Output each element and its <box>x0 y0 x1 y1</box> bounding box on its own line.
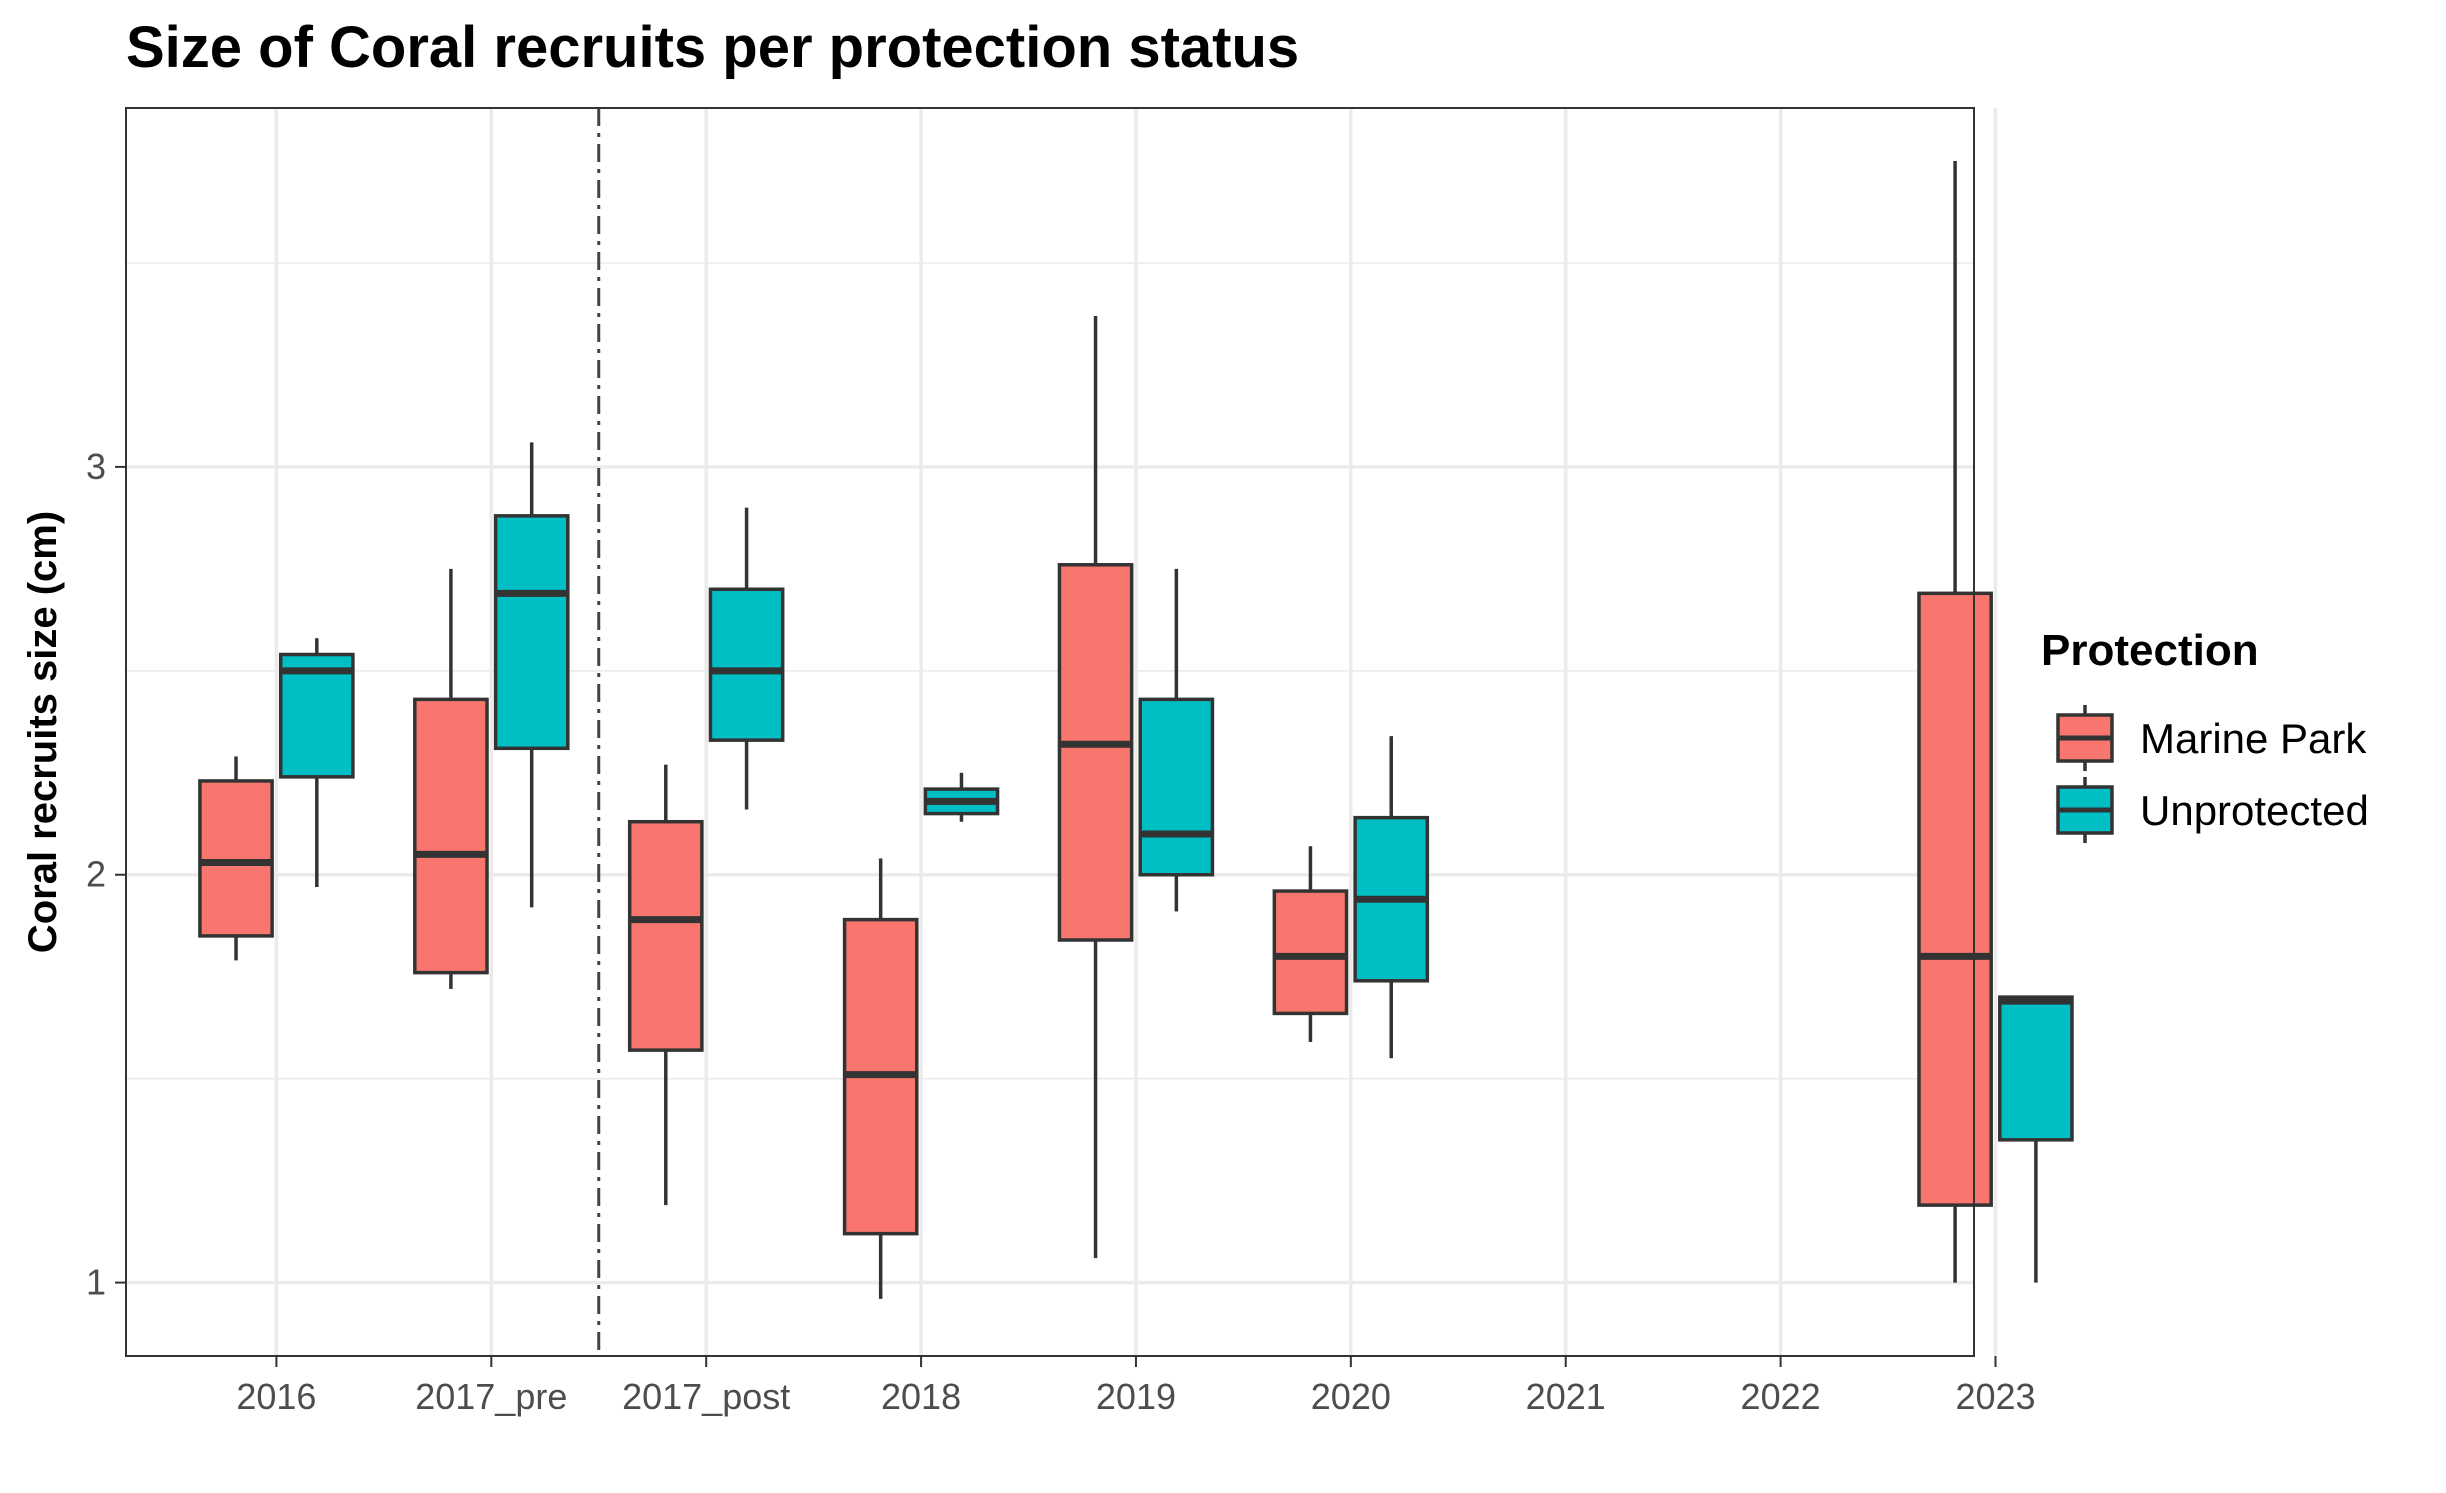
box-marine-park-2019 <box>1057 316 1134 1259</box>
box-body <box>278 652 355 779</box>
box-body <box>1057 563 1134 942</box>
box-unprotected-2017_post <box>708 507 785 810</box>
y-axis: 1 2 3 <box>86 446 126 1303</box>
box-marine-park-2020 <box>1272 846 1349 1042</box>
box-body <box>1998 995 2074 1142</box>
y-tick-label: 1 <box>86 1262 106 1303</box>
x-tick-label: 2017_post <box>622 1376 790 1417</box>
chart-title: Size of Coral recruits per protection st… <box>126 15 1300 80</box>
legend-key-marine-park <box>2056 705 2114 771</box>
legend-label-unprotected: Unprotected <box>2140 787 2369 834</box>
box-body <box>708 587 785 742</box>
x-tick-label: 2018 <box>881 1376 961 1417</box>
x-tick-label: 2021 <box>1526 1376 1606 1417</box>
y-tick-label: 2 <box>86 854 106 895</box>
legend: Protection Marine Park Unprotected <box>2041 626 2369 843</box>
x-tick-label: 2022 <box>1741 1376 1821 1417</box>
box-marine-park-2016 <box>198 756 274 961</box>
box-unprotected-2020 <box>1353 736 1430 1059</box>
box-unprotected-2018 <box>923 772 1000 822</box>
box-body <box>1917 591 1993 1207</box>
plot-panel <box>126 108 1974 1356</box>
legend-key-unprotected <box>2056 777 2114 843</box>
x-tick-label: 2023 <box>1955 1376 2035 1417</box>
box-body <box>413 697 489 975</box>
box-marine-park-2017_post <box>627 764 704 1206</box>
box-body <box>1272 889 1349 1016</box>
box-body <box>1138 697 1215 877</box>
box-unprotected-2023 <box>1998 995 2074 1283</box>
box-body <box>493 514 570 751</box>
box-unprotected-2017_pre <box>493 442 570 908</box>
box-marine-park-2023 <box>1917 161 1993 1283</box>
box-marine-park-2017_pre <box>413 568 489 989</box>
plot-panel-border <box>125 107 1975 1357</box>
y-tick-label: 3 <box>86 446 106 487</box>
x-tick-label: 2019 <box>1096 1376 1176 1417</box>
y-axis-title: Coral recruits size (cm) <box>21 511 65 953</box>
box-marine-park-2018 <box>842 858 919 1299</box>
box-body <box>198 779 274 938</box>
box-unprotected-2019 <box>1138 568 1215 912</box>
box-unprotected-2016 <box>278 638 355 887</box>
legend-label-marine-park: Marine Park <box>2140 715 2367 762</box>
x-tick-label: 2020 <box>1311 1376 1391 1417</box>
boxes-layer <box>198 161 2074 1299</box>
x-tick-label: 2016 <box>236 1376 316 1417</box>
x-axis: 2016 2017_pre 2017_post 2018 2019 2020 2021 202… <box>236 1356 2036 1417</box>
box-body <box>627 819 704 1052</box>
x-tick-label: 2017_pre <box>415 1376 567 1417</box>
legend-title: Protection <box>2041 626 2259 675</box>
